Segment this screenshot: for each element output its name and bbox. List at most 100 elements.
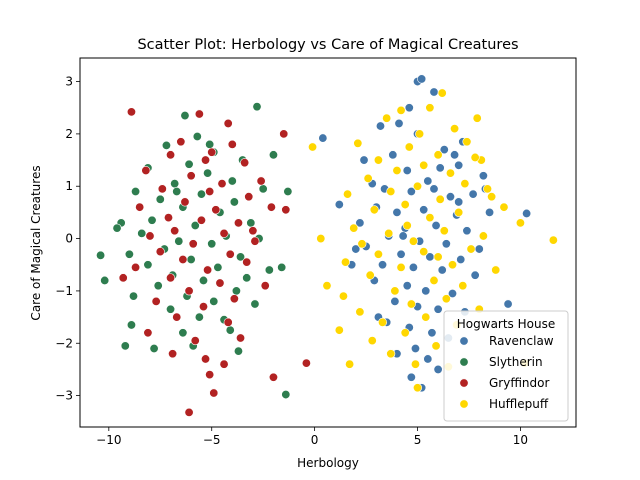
- point-ravenclaw-66: [454, 197, 464, 207]
- point-slytherin-43: [166, 304, 176, 314]
- point-hufflepuff-63: [413, 383, 423, 393]
- point-gryffindor-15: [244, 192, 254, 202]
- point-hufflepuff-45: [429, 275, 439, 285]
- point-hufflepuff-42: [396, 262, 406, 272]
- point-gryffindor-4: [227, 139, 237, 149]
- legend-title: Hogwarts House: [457, 317, 555, 331]
- point-ravenclaw-40: [437, 265, 447, 275]
- point-ravenclaw-48: [433, 304, 443, 314]
- point-hufflepuff-46: [458, 281, 468, 291]
- point-slytherin-29: [236, 252, 246, 262]
- point-gryffindor-21: [196, 215, 206, 225]
- point-ravenclaw-43: [402, 281, 412, 291]
- point-hufflepuff-13: [419, 160, 429, 170]
- point-ravenclaw-24: [485, 207, 495, 217]
- point-gryffindor-24: [219, 228, 229, 238]
- point-slytherin-10: [170, 179, 180, 189]
- point-gryffindor-22: [233, 218, 243, 228]
- point-slytherin-32: [213, 262, 223, 272]
- point-ravenclaw-37: [456, 255, 466, 265]
- point-slytherin-21: [190, 220, 200, 230]
- point-ravenclaw-15: [478, 171, 488, 181]
- legend-label-ravenclaw: Ravenclaw: [489, 334, 554, 348]
- point-ravenclaw-3: [429, 87, 439, 97]
- point-gryffindor-29: [225, 249, 235, 259]
- point-hufflepuff-37: [466, 244, 476, 254]
- legend-marker-gryffindor: [459, 378, 469, 388]
- point-hufflepuff-23: [435, 194, 445, 204]
- point-gryffindor-45: [190, 336, 200, 346]
- point-gryffindor-46: [236, 333, 246, 343]
- point-hufflepuff-49: [441, 294, 451, 304]
- point-slytherin-47: [225, 325, 235, 335]
- point-slytherin-22: [137, 228, 147, 238]
- point-slytherin-46: [178, 328, 188, 338]
- y-tick-label: −2: [55, 336, 73, 350]
- point-hufflepuff-16: [445, 168, 455, 178]
- y-axis-ticks: −3 −2 −1 0 1 2 3: [55, 75, 80, 403]
- point-hufflepuff-27: [425, 213, 435, 223]
- point-gryffindor-49: [219, 359, 229, 369]
- point-slytherin-41: [209, 296, 219, 306]
- point-ravenclaw-11: [454, 160, 464, 170]
- point-hufflepuff-17: [363, 173, 373, 183]
- point-hufflepuff-28: [499, 202, 509, 212]
- point-slytherin-8: [203, 168, 213, 178]
- point-hufflepuff-5: [450, 124, 460, 134]
- point-ravenclaw-70: [398, 231, 408, 241]
- point-hufflepuff-70: [402, 220, 412, 230]
- point-gryffindor-25: [145, 231, 155, 241]
- point-ravenclaw-46: [390, 296, 400, 306]
- point-hufflepuff-33: [478, 231, 488, 241]
- point-hufflepuff-29: [515, 218, 525, 228]
- point-slytherin-24: [174, 236, 184, 246]
- point-ravenclaw-32: [441, 239, 451, 249]
- point-ravenclaw-41: [470, 270, 480, 280]
- point-gryffindor-2: [223, 118, 233, 128]
- point-slytherin-61: [242, 273, 252, 283]
- point-gryffindor-48: [201, 354, 211, 364]
- point-hufflepuff-43: [491, 265, 501, 275]
- point-gryffindor-34: [166, 273, 176, 283]
- legend-label-slytherin: Slytherin: [489, 355, 543, 369]
- point-ravenclaw-62: [318, 133, 328, 143]
- point-hufflepuff-67: [322, 281, 332, 291]
- point-slytherin-51: [281, 390, 291, 400]
- point-hufflepuff-15: [392, 166, 402, 176]
- point-hufflepuff-19: [413, 181, 423, 191]
- point-hufflepuff-26: [454, 207, 464, 217]
- point-gryffindor-20: [164, 213, 174, 223]
- point-gryffindor-40: [151, 296, 161, 306]
- point-gryffindor-38: [118, 273, 128, 283]
- point-gryffindor-10: [186, 171, 196, 181]
- x-axis-label: Herbology: [297, 456, 359, 470]
- point-slytherin-26: [207, 239, 217, 249]
- x-tick-label: −10: [96, 433, 121, 447]
- legend: Hogwarts House Ravenclaw Slytherin Gryffin…: [443, 310, 569, 422]
- point-slytherin-28: [124, 249, 134, 259]
- point-slytherin-19: [147, 215, 157, 225]
- point-hufflepuff-53: [421, 312, 431, 322]
- point-ravenclaw-29: [462, 226, 472, 236]
- point-ravenclaw-13: [423, 176, 433, 186]
- point-hufflepuff-59: [431, 341, 441, 351]
- point-gryffindor-53: [268, 372, 278, 382]
- legend-label-gryffindor: Gryffindor: [489, 376, 550, 390]
- point-gryffindor-11: [217, 179, 227, 189]
- point-hufflepuff-34: [408, 236, 418, 246]
- point-slytherin-35: [198, 275, 208, 285]
- point-slytherin-1: [180, 111, 190, 121]
- point-hufflepuff-48: [338, 291, 348, 301]
- point-slytherin-9: [227, 176, 237, 186]
- point-ravenclaw-10: [402, 166, 412, 176]
- point-ravenclaw-25: [522, 208, 532, 218]
- point-hufflepuff-3: [396, 105, 406, 115]
- point-gryffindor-36: [260, 281, 270, 291]
- point-slytherin-54: [283, 186, 293, 196]
- point-hufflepuff-55: [334, 325, 344, 335]
- point-ravenclaw-4: [394, 118, 404, 128]
- point-gryffindor-44: [143, 328, 153, 338]
- point-gryffindor-52: [184, 407, 194, 417]
- point-hufflepuff-4: [382, 113, 392, 123]
